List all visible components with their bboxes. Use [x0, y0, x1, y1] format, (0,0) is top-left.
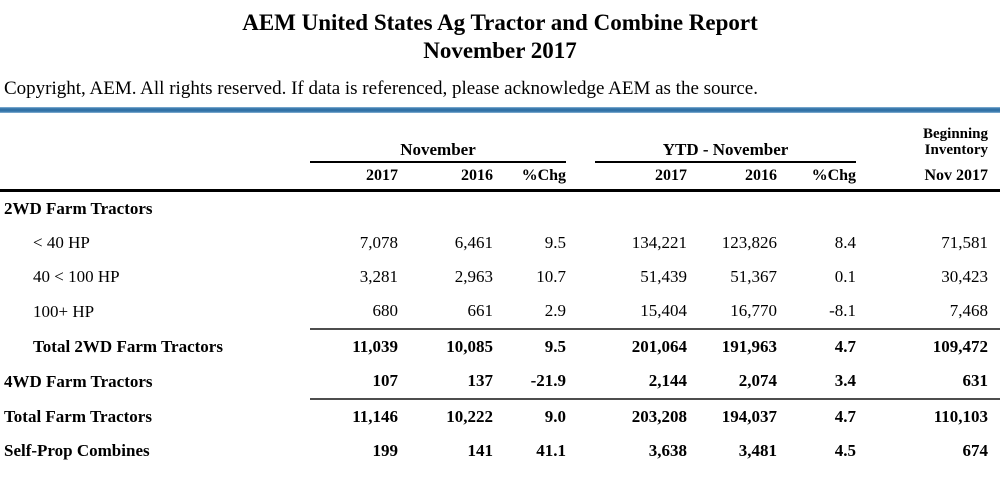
cell-value: 3.4: [777, 364, 857, 401]
cell-value: 7,078: [359, 233, 398, 253]
column-group-ytd-november-label: YTD - November: [595, 140, 857, 164]
cell-value: 123,826: [721, 233, 778, 253]
empty-subheader-cell: [0, 163, 310, 193]
page-subtitle: November 2017: [423, 38, 577, 64]
cell-value: 9.5: [544, 337, 567, 357]
row-lt-40-hp: < 40 HP 7,078 6,461 9.5 134,221 123,826 …: [0, 226, 1000, 260]
cell-value: 7,468: [856, 294, 1000, 331]
cell-value: 674: [962, 441, 989, 461]
cell-value: [856, 191, 1000, 227]
row-label: Total Farm Tractors: [4, 406, 152, 426]
cell-value: 661: [398, 294, 493, 331]
cell-value: 11,039: [352, 337, 398, 357]
cell-value: 2.9: [493, 294, 567, 331]
row-self-prop-combines: Self-Prop Combines 199 141 41.1 3,638 3,…: [0, 434, 1000, 468]
column-header-nov-2016: 2016: [398, 163, 493, 193]
cell-value: 3,638: [648, 441, 688, 461]
cell-value: 137: [398, 364, 493, 401]
cell-value: 4.5: [834, 441, 857, 461]
column-header-ytd-2017: 2017: [566, 163, 688, 193]
cell-value: [777, 191, 856, 227]
cell-value: [398, 191, 493, 227]
cell-value: 9.5: [544, 233, 567, 253]
cell-value: 3,481: [738, 441, 778, 461]
column-group-november: November: [310, 113, 567, 164]
cell-value: 141: [467, 441, 494, 461]
cell-value: 15,404: [566, 294, 688, 331]
cell-value: 4.7: [834, 407, 857, 427]
cell-value: 51,439: [640, 267, 688, 287]
column-header-ytd-2016: 2016: [687, 163, 778, 193]
cell-value: 4.7: [834, 337, 857, 357]
cell-value: 680: [310, 294, 398, 331]
cell-value: 0.1: [834, 267, 857, 287]
table-subheader-row: 2017 2016 %Chg 2017 2016 %Chg Nov 2017: [0, 163, 1000, 193]
cell-value: 10,222: [446, 407, 493, 427]
cell-value: 2,144: [566, 364, 688, 401]
cell-value: 107: [310, 364, 398, 401]
cell-value: 71,581: [941, 233, 989, 253]
row-40-to-100-hp: 40 < 100 HP 3,281 2,963 10.7 51,439 51,3…: [0, 260, 1000, 294]
cell-value: 16,770: [687, 294, 778, 331]
cell-value: 41.1: [536, 441, 567, 461]
row-2wd-farm-tractors: 2WD Farm Tractors: [0, 191, 1000, 227]
column-header-ytd-pct-chg: %Chg: [777, 163, 857, 193]
row-label: 40 < 100 HP: [33, 267, 120, 287]
cell-value: 191,963: [721, 337, 778, 357]
cell-value: 8.4: [834, 233, 857, 253]
row-label: 100+ HP: [33, 301, 95, 321]
cell-value: 6,461: [454, 233, 493, 253]
cell-value: 194,037: [721, 407, 778, 427]
row-label: Total 2WD Farm Tractors: [33, 336, 223, 356]
cell-value: 201,064: [631, 337, 688, 357]
row-4wd-farm-tractors: 4WD Farm Tractors 107 137 -21.9 2,144 2,…: [0, 364, 1000, 401]
cell-value: 51,367: [730, 267, 778, 287]
column-group-november-label: November: [310, 140, 567, 164]
page-title: AEM United States Ag Tractor and Combine…: [242, 10, 758, 35]
cell-value: [566, 191, 687, 227]
column-header-nov-pct-chg: %Chg: [493, 163, 567, 193]
copyright-notice: Copyright, AEM. All rights reserved. If …: [4, 78, 758, 100]
row-total-farm-tractors: Total Farm Tractors 11,146 10,222 9.0 20…: [0, 399, 1000, 434]
row-100-plus-hp: 100+ HP 680 661 2.9 15,404 16,770 -8.1 7…: [0, 294, 1000, 331]
cell-value: 134,221: [631, 233, 688, 253]
column-header-beginning-inventory: Beginning Inventory: [856, 113, 1000, 163]
cell-value: -8.1: [777, 294, 857, 331]
cell-value: -21.9: [493, 364, 567, 401]
cell-value: 199: [372, 441, 399, 461]
row-label: Self-Prop Combines: [4, 441, 150, 461]
cell-value: 9.0: [544, 407, 567, 427]
beginning-inventory-line2: Inventory: [924, 142, 989, 159]
cell-value: 11,146: [352, 407, 398, 427]
cell-value: 2,074: [687, 364, 778, 401]
cell-value: 631: [856, 364, 1000, 401]
table-group-header-row: November YTD - November Beginning Invent…: [0, 113, 1000, 164]
cell-value: 109,472: [932, 337, 989, 357]
cell-value: [310, 191, 398, 227]
row-label: < 40 HP: [33, 233, 90, 253]
report-header: AEM United States Ag Tractor and Combine…: [0, 0, 1000, 65]
column-header-beg-inv-nov-2017: Nov 2017: [856, 163, 1000, 193]
cell-value: 203,208: [631, 407, 688, 427]
row-total-2wd-farm-tractors: Total 2WD Farm Tractors 11,039 10,085 9.…: [0, 329, 1000, 364]
cell-value: 2,963: [454, 267, 493, 287]
column-group-ytd-november: YTD - November: [566, 113, 857, 164]
cell-value: 30,423: [941, 267, 989, 287]
report-table: November YTD - November Beginning Invent…: [0, 113, 1000, 468]
empty-header-cell: [0, 113, 310, 163]
cell-value: 10,085: [446, 337, 493, 357]
cell-value: 110,103: [933, 407, 989, 427]
cell-value: 3,281: [359, 267, 398, 287]
column-header-nov-2017: 2017: [310, 163, 398, 193]
cell-value: 10.7: [536, 267, 567, 287]
cell-value: [687, 191, 777, 227]
cell-value: [493, 191, 566, 227]
beginning-inventory-line1: Beginning: [922, 125, 989, 142]
row-label: 2WD Farm Tractors: [4, 199, 153, 219]
row-label: 4WD Farm Tractors: [4, 371, 153, 391]
accent-divider-bar: [0, 107, 1000, 114]
